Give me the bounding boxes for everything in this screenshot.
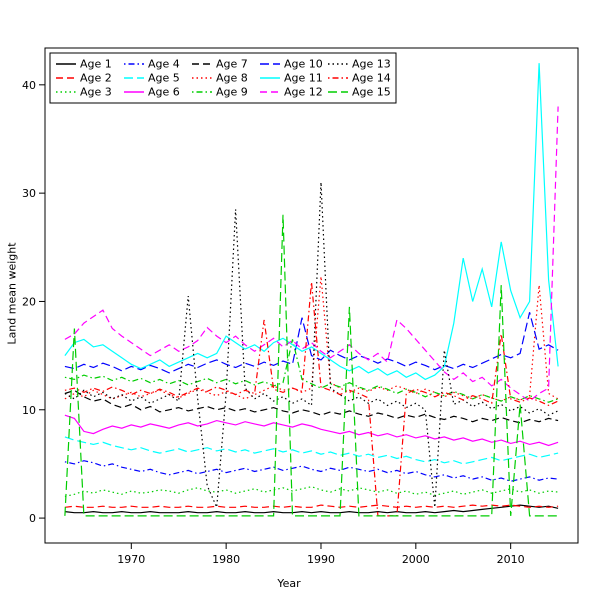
series-line-age-4 (64, 460, 559, 482)
legend-label-age-10: Age 10 (284, 58, 323, 71)
series-line-age-8 (64, 276, 559, 402)
x-tick-label: 1980 (212, 553, 240, 566)
series-line-age-15 (64, 214, 559, 517)
series-line-age-12 (64, 106, 559, 402)
series-line-age-11 (64, 63, 559, 381)
y-tick-label: 0 (29, 512, 36, 525)
y-axis-title: Land mean weight (5, 242, 19, 345)
y-tick-label: 20 (22, 295, 36, 308)
legend-label-age-13: Age 13 (352, 58, 391, 71)
series-line-age-3 (64, 486, 559, 497)
series-line-age-7 (64, 389, 559, 424)
legend-label-age-6: Age 6 (148, 86, 180, 99)
legend-label-age-4: Age 4 (148, 58, 180, 71)
legend-label-age-11: Age 11 (284, 72, 323, 85)
series-line-age-5 (64, 436, 559, 465)
series-line-age-9 (64, 339, 559, 403)
x-tick-label: 2010 (497, 553, 525, 566)
legend-label-age-5: Age 5 (148, 72, 180, 85)
legend-label-age-12: Age 12 (284, 86, 323, 99)
series-line-age-6 (64, 414, 559, 447)
legend-label-age-9: Age 9 (216, 86, 248, 99)
x-tick-label: 1990 (307, 553, 335, 566)
legend-label-age-8: Age 8 (216, 72, 248, 85)
legend-label-age-3: Age 3 (80, 86, 112, 99)
legend-label-age-2: Age 2 (80, 72, 112, 85)
series-line-age-1 (64, 504, 559, 514)
legend-label-age-14: Age 14 (352, 72, 391, 85)
plot-frame (44, 47, 579, 544)
y-tick-label: 30 (22, 187, 36, 200)
x-tick-label: 2000 (402, 553, 430, 566)
legend-label-age-15: Age 15 (352, 86, 391, 99)
legend-label-age-1: Age 1 (80, 58, 112, 71)
y-tick-label: 10 (22, 404, 36, 417)
series-line-age-2 (64, 504, 559, 508)
legend-label-age-7: Age 7 (216, 58, 248, 71)
x-axis-title: Year (277, 577, 301, 590)
series-line-age-14 (64, 281, 559, 517)
x-tick-label: 1970 (117, 553, 145, 566)
y-tick-label: 40 (22, 79, 36, 92)
series-line-age-10 (64, 312, 559, 374)
